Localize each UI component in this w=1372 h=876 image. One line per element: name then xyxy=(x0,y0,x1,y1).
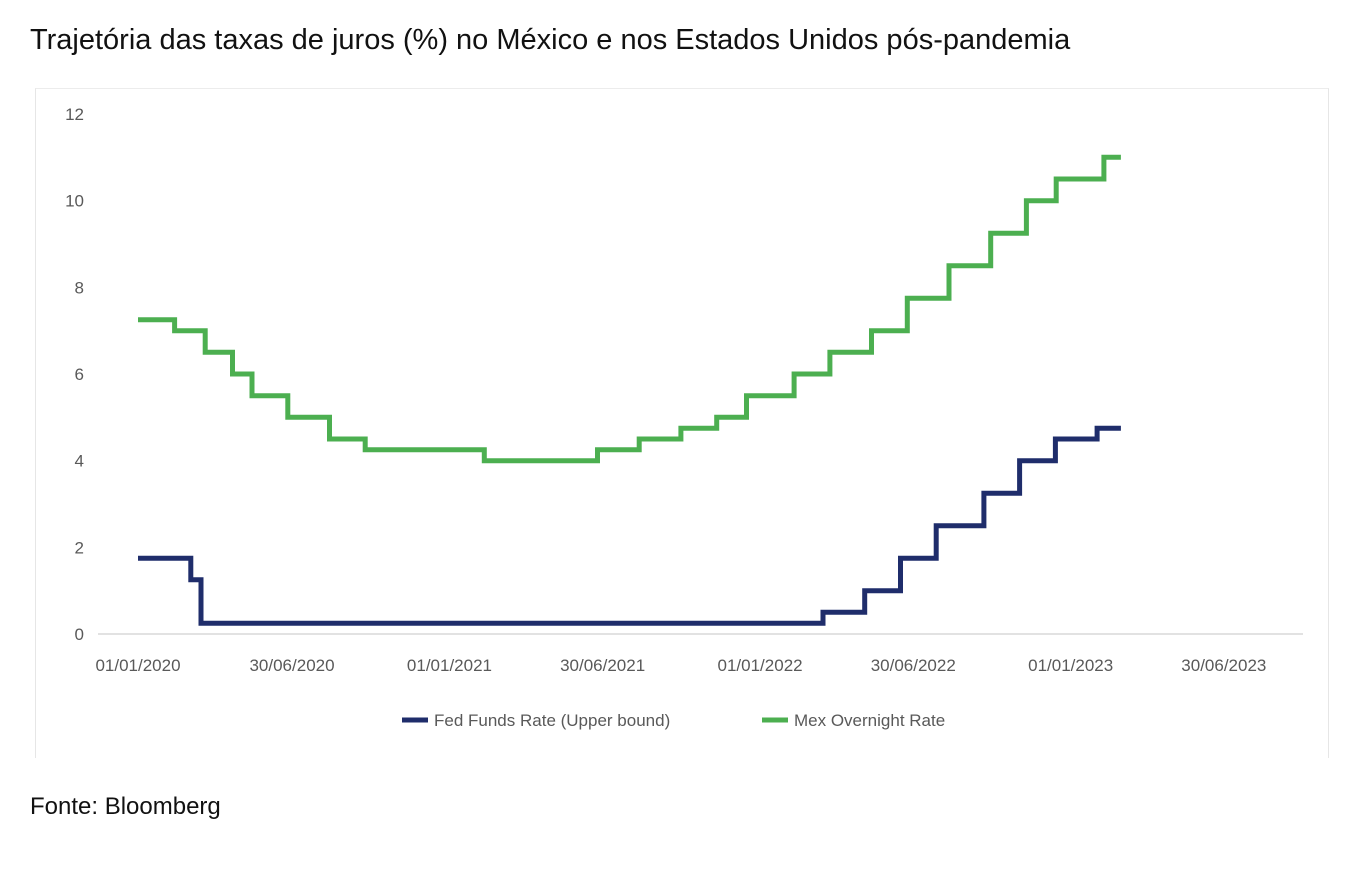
legend: Fed Funds Rate (Upper bound) Mex Overnigh… xyxy=(402,711,945,730)
x-tick-label: 01/01/2020 xyxy=(95,656,180,675)
x-tick-label: 01/01/2021 xyxy=(407,656,492,675)
chart-frame xyxy=(35,88,1329,758)
y-tick-label: 8 xyxy=(75,278,84,297)
x-tick-label: 01/01/2023 xyxy=(1028,656,1113,675)
series-line-mex-overnight xyxy=(138,154,1121,464)
x-tick-label: 30/06/2022 xyxy=(871,656,956,675)
x-axis-ticks: 01/01/2020 30/06/2020 01/01/2021 30/06/2021… xyxy=(95,656,1266,675)
y-axis-ticks: 0 2 4 6 8 10 12 xyxy=(65,105,84,644)
x-tick-label: 30/06/2023 xyxy=(1181,656,1266,675)
y-tick-label: 10 xyxy=(65,192,84,211)
y-tick-label: 12 xyxy=(65,105,84,124)
y-tick-label: 4 xyxy=(75,452,84,471)
x-tick-label: 01/01/2022 xyxy=(718,656,803,675)
y-tick-label: 0 xyxy=(75,625,84,644)
x-tick-label: 30/06/2021 xyxy=(560,656,645,675)
y-tick-label: 2 xyxy=(75,538,84,557)
source-note: Fonte: Bloomberg xyxy=(30,793,221,820)
legend-label-fed-funds: Fed Funds Rate (Upper bound) xyxy=(434,711,670,730)
legend-label-mex-overnight: Mex Overnight Rate xyxy=(794,711,945,730)
x-tick-label: 30/06/2020 xyxy=(249,656,334,675)
y-tick-label: 6 xyxy=(75,365,84,384)
series-line-fed-funds xyxy=(138,425,1121,626)
chart-title: Trajetória das taxas de juros (%) no Méx… xyxy=(30,24,1071,56)
series-layer xyxy=(138,154,1121,626)
